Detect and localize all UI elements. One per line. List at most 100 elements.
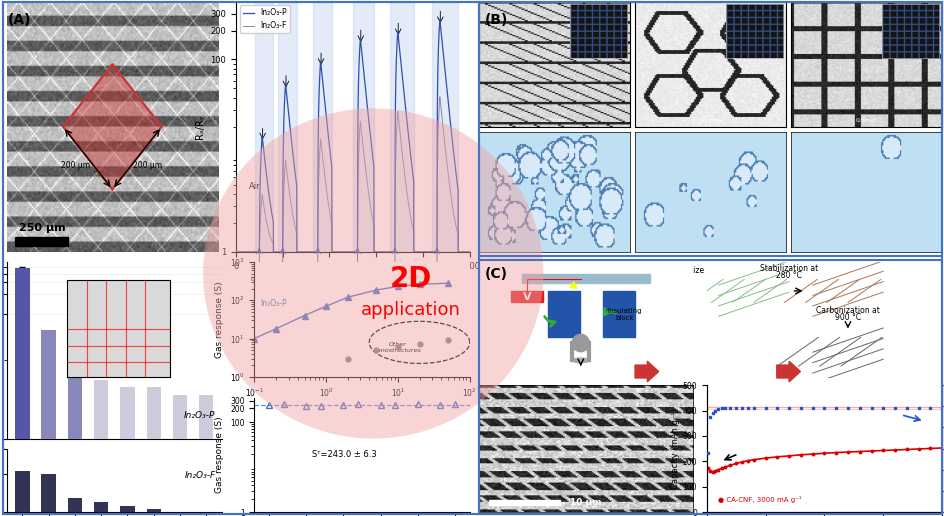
Y-axis label: Rₐ/Rᵧ: Rₐ/Rᵧ: [194, 115, 205, 139]
Bar: [15, 268, 29, 489]
Bar: [254, 2, 273, 252]
Text: Pore size of 0.25 mm: Pore size of 0.25 mm: [669, 266, 750, 276]
Text: 900 °C: 900 °C: [834, 313, 860, 322]
Line: In₂O₃-P: In₂O₃-P: [251, 280, 450, 341]
In₂O₃-F: [433, 94, 445, 100]
Text: 0.5mm: 0.5mm: [699, 118, 721, 123]
Text: (C): (C): [484, 267, 507, 281]
Bar: [312, 2, 331, 252]
Bar: [15, 471, 29, 516]
In₂O₃-P: [230, 249, 242, 255]
Text: (B): (B): [484, 13, 508, 27]
In₂O₃-P: [404, 150, 415, 156]
Bar: [352, 2, 374, 252]
Text: 0.5: 0.5: [312, 277, 322, 282]
In₂O₃-P: [370, 287, 381, 293]
Bar: [173, 395, 187, 489]
In₂O₃-F: [370, 249, 381, 255]
Text: Insulating
block: Insulating block: [607, 308, 641, 320]
In₂O₃-F: [382, 249, 394, 255]
Text: V: V: [522, 292, 531, 302]
Text: Air: Air: [248, 182, 261, 191]
Bar: [278, 2, 296, 252]
Bar: [93, 503, 109, 516]
Polygon shape: [547, 291, 579, 337]
Text: 0.5mm: 0.5mm: [543, 118, 565, 123]
Text: 200 μm: 200 μm: [133, 162, 162, 170]
Bar: [120, 506, 135, 516]
Polygon shape: [521, 273, 649, 283]
Y-axis label: Capacity (mAh g⁻¹): Capacity (mAh g⁻¹): [670, 408, 679, 489]
In₂O₃-P: [392, 283, 403, 289]
In₂O₃-P: [422, 249, 433, 255]
Y-axis label: Gas response (S): Gas response (S): [215, 281, 224, 358]
In₂O₃-F: [273, 249, 284, 255]
Text: 0.125: 0.125: [250, 277, 268, 282]
Bar: [488, 501, 560, 505]
In₂O₃-P: [442, 280, 453, 286]
In₂O₃-F: [422, 249, 433, 255]
In₂O₃-P: [298, 312, 310, 318]
Text: Sᵀ=243.0 ± 6.3: Sᵀ=243.0 ± 6.3: [312, 450, 377, 459]
Text: Feeding solution: Feeding solution: [523, 266, 585, 276]
Text: 5 ppm
TMA: 5 ppm TMA: [427, 277, 447, 288]
Text: application: application: [361, 301, 461, 318]
In₂O₃-F: [464, 249, 475, 255]
Text: Other
nanostructures: Other nanostructures: [374, 342, 421, 353]
Text: 0.25: 0.25: [276, 277, 289, 282]
Text: 200 μm: 200 μm: [60, 162, 90, 170]
Text: 2D: 2D: [390, 265, 431, 293]
In₂O₃-P: [320, 303, 331, 309]
Y-axis label: Gas response (S): Gas response (S): [215, 416, 225, 493]
In₂O₃-P: [413, 281, 425, 287]
Bar: [432, 2, 458, 252]
Bar: [199, 395, 213, 489]
Bar: [146, 509, 160, 516]
In₂O₃-P: [433, 17, 445, 23]
Bar: [199, 512, 213, 516]
Ellipse shape: [571, 358, 589, 363]
In₂O₃-F: [319, 177, 330, 183]
Text: 10 μm: 10 μm: [570, 498, 601, 507]
Point: [340, 354, 355, 363]
X-axis label: TMA conc. (ppm): TMA conc. (ppm): [324, 405, 400, 413]
In₂O₃-P: [319, 104, 330, 110]
Bar: [173, 512, 187, 516]
Bar: [42, 474, 56, 516]
In₂O₃-F: [230, 249, 242, 255]
Polygon shape: [511, 291, 543, 302]
Bar: [42, 330, 56, 489]
Bar: [120, 386, 135, 489]
Text: 0.5mm: 0.5mm: [854, 118, 877, 123]
Text: In₂O₃-P: In₂O₃-P: [260, 299, 286, 308]
In₂O₃-P: [273, 249, 284, 255]
Polygon shape: [63, 64, 161, 189]
Bar: [15, 237, 68, 246]
Text: (A): (A): [8, 13, 31, 27]
In₂O₃-P: [248, 335, 260, 342]
Text: ● CA-CNF, 3000 mA g⁻¹: ● CA-CNF, 3000 mA g⁻¹: [717, 496, 801, 503]
Line: In₂O₃-P: In₂O₃-P: [236, 20, 469, 252]
Text: Carbonization at: Carbonization at: [816, 306, 879, 315]
In₂O₃-P: [270, 326, 281, 332]
Bar: [68, 332, 82, 489]
Text: 250 μm: 250 μm: [19, 223, 65, 233]
In₂O₃-F: [404, 213, 415, 219]
Bar: [390, 2, 413, 252]
Point: [368, 346, 383, 354]
Text: In₂O₃-P: In₂O₃-P: [184, 411, 215, 420]
Text: 2: 2: [393, 277, 396, 282]
Line: In₂O₃-F: In₂O₃-F: [236, 97, 469, 252]
Bar: [93, 380, 109, 489]
Polygon shape: [602, 291, 634, 337]
Text: Stabilization at: Stabilization at: [759, 264, 818, 273]
X-axis label: Time (min): Time (min): [326, 276, 379, 286]
In₂O₃-P: [342, 294, 353, 300]
Text: In₂O₃-F: In₂O₃-F: [184, 471, 215, 479]
Ellipse shape: [571, 334, 589, 352]
In₂O₃-P: [464, 249, 475, 255]
Legend: In₂O₃-P, In₂O₃-F: In₂O₃-P, In₂O₃-F: [240, 5, 290, 34]
Text: Pore size of 0.05 mm: Pore size of 0.05 mm: [825, 266, 905, 276]
Bar: [146, 386, 160, 489]
Text: 1: 1: [355, 277, 359, 282]
